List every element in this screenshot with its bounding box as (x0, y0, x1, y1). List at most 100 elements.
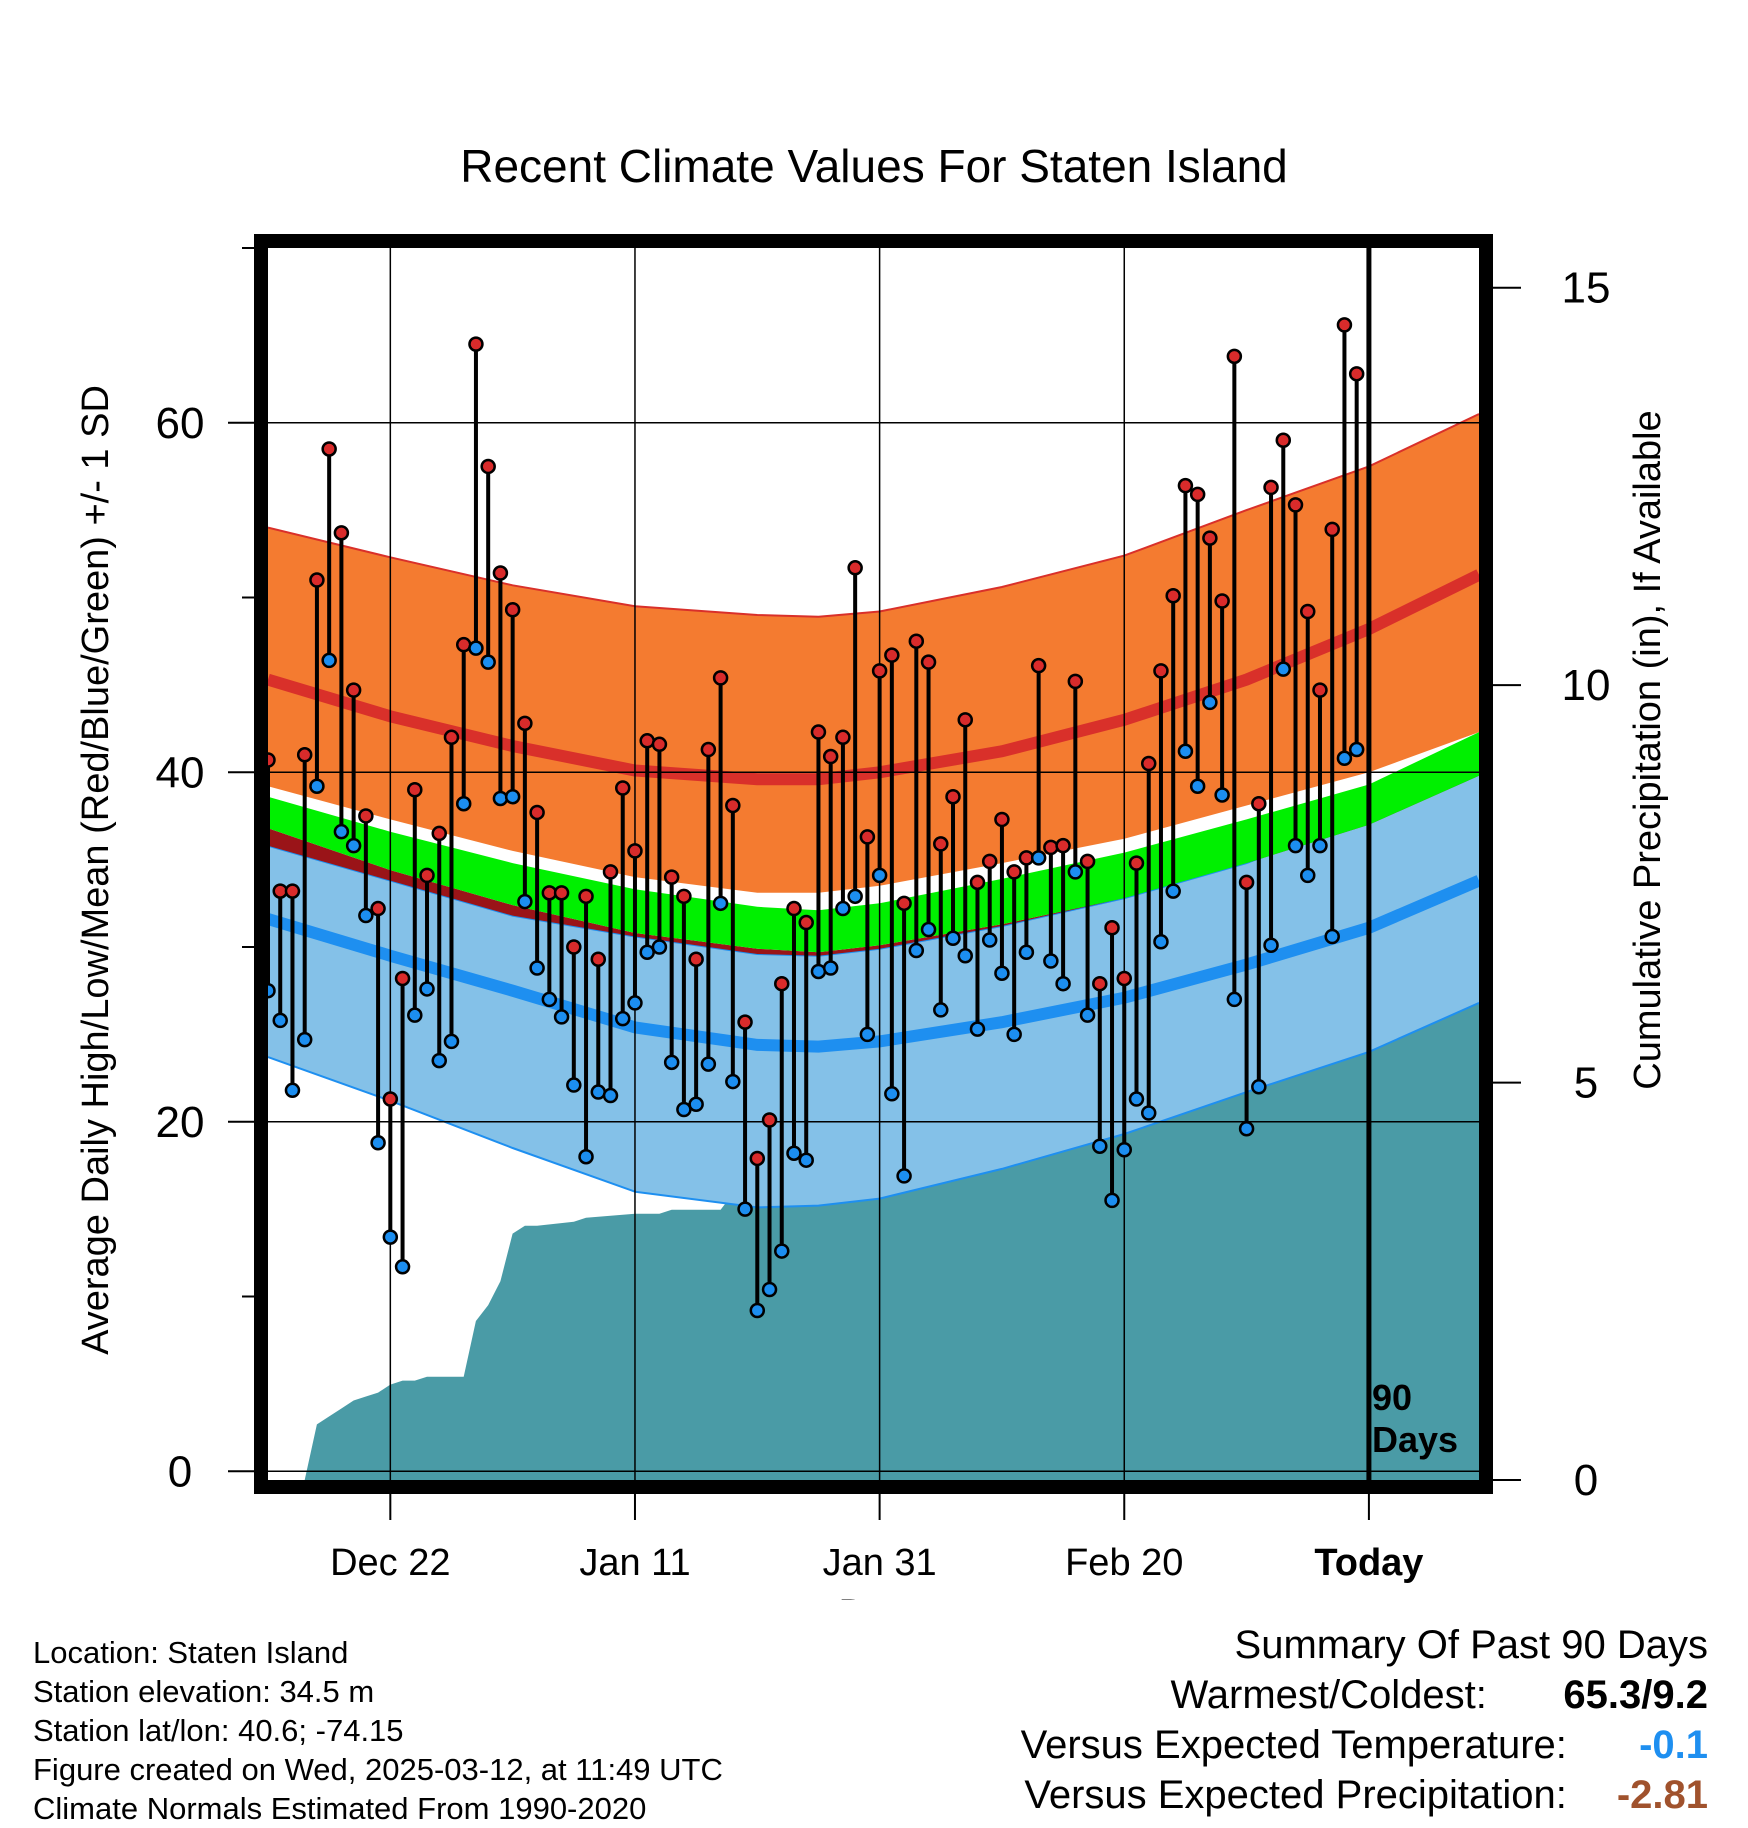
daily-high-point (419, 867, 435, 884)
daily-low-point (1165, 883, 1181, 899)
daily-low-point (1043, 953, 1059, 969)
summary-title: Summary Of Past 90 Days (1234, 1623, 1708, 1667)
daily-high-point (517, 715, 533, 732)
daily-high-point (1251, 795, 1267, 812)
daily-low-point (884, 1086, 900, 1102)
daily-high-point (1140, 755, 1157, 772)
daily-low-point (1079, 1007, 1096, 1023)
daily-high-point (639, 733, 655, 749)
normal-mean-band (268, 732, 1479, 953)
daily-low-point (382, 1229, 399, 1245)
daily-high-point (578, 888, 594, 905)
daily-high-point (822, 748, 839, 765)
x-tick-label: Dec 22 (330, 1542, 450, 1584)
summary-warmest-coldest: Warmest/Coldest: 65.3/9.2 (1021, 1670, 1709, 1720)
daily-low-point (908, 942, 925, 959)
summary-versus-temp: Versus Expected Temperature: -0.1 (1021, 1720, 1708, 1770)
daily-high-point (1189, 486, 1206, 503)
daily-high-point (798, 914, 814, 931)
daily-high-point (1226, 348, 1243, 365)
daily-low-point (614, 1010, 631, 1027)
daily-low-point (566, 1077, 582, 1093)
daily-low-point (1055, 975, 1071, 992)
daily-low-point (1348, 741, 1365, 758)
daily-high-point (908, 633, 925, 649)
daily-low-point (1324, 928, 1340, 945)
daily-low-point (627, 995, 643, 1011)
y-tick-label: 40 (156, 748, 205, 797)
daily-low-point (419, 981, 435, 997)
daily-low-point (1092, 1138, 1108, 1154)
daily-high-point (1177, 477, 1194, 494)
daily-low-point (468, 640, 484, 656)
info-latlon: Station lat/lon: 40.6; -74.15 (33, 1713, 404, 1748)
daily-high-point (1202, 530, 1218, 546)
daily-high-point (920, 654, 937, 670)
daily-low-point (1226, 991, 1243, 1008)
daily-high-point (981, 853, 998, 870)
daily-high-point (296, 747, 313, 763)
daily-high-point (1287, 497, 1304, 513)
daily-high-point (443, 729, 460, 746)
daily-low-point (1104, 1192, 1120, 1209)
daily-high-point (871, 663, 888, 679)
x-tick-label: Jan 31 (823, 1542, 937, 1584)
daily-low-point (1189, 778, 1206, 794)
daily-low-point (774, 1243, 790, 1259)
daily-low-point (871, 867, 888, 884)
summary-panel: Summary Of Past 90 Days Warmest/Coldest:… (1021, 1620, 1708, 1820)
daily-high-point (553, 885, 570, 901)
y-tick-label: 0 (168, 1447, 192, 1496)
station-info: Location: Staten Island Station elevatio… (33, 1633, 723, 1828)
normal-high-upper-edge (268, 413, 1479, 618)
daily-low-point (1202, 694, 1218, 711)
daily-high-point (1153, 663, 1169, 679)
daily-low-point (981, 932, 998, 948)
daily-low-point (969, 1021, 986, 1037)
daily-low-point (1018, 944, 1035, 960)
daily-high-point (1336, 317, 1353, 333)
daily-high-point (455, 636, 472, 653)
daily-low-point (1153, 934, 1169, 950)
x-tick-label: Today (1314, 1542, 1423, 1584)
x-axis-label: Day (838, 1592, 909, 1600)
daily-high-point (321, 441, 337, 457)
daily-low-point (1067, 864, 1084, 880)
daily-low-point (688, 1096, 704, 1113)
daily-high-point (1030, 657, 1047, 674)
daily-high-point (345, 682, 362, 698)
info-normals: Climate Normals Estimated From 1990-2020 (33, 1791, 647, 1826)
daily-high-point (1092, 975, 1108, 992)
daily-low-point (798, 1152, 814, 1168)
versus-precip-label: Versus Expected Precipitation: (1024, 1773, 1567, 1817)
daily-high-point (1128, 855, 1145, 871)
daily-low-point (407, 1007, 423, 1023)
daily-high-point (896, 895, 912, 912)
daily-low-point (394, 1259, 411, 1275)
daily-low-point (1214, 787, 1230, 803)
daily-low-point (1275, 661, 1292, 677)
daily-high-point (529, 804, 545, 821)
daily-high-point (884, 647, 900, 663)
daily-low-point (553, 1009, 570, 1025)
x-tick-label: Jan 11 (579, 1542, 690, 1584)
daily-low-point (504, 788, 521, 805)
versus-precip-value: -2.81 (1616, 1773, 1708, 1817)
daily-low-point (480, 654, 496, 670)
chart-title: Recent Climate Values For Staten Island (460, 140, 1288, 192)
versus-temp-value: -0.1 (1639, 1723, 1708, 1767)
daily-low-point (663, 1054, 680, 1071)
daily-low-point (272, 1012, 288, 1029)
y-tick-label: 60 (156, 399, 205, 448)
daily-high-point (309, 572, 325, 588)
daily-low-point (455, 795, 472, 812)
daily-low-point (296, 1031, 313, 1048)
daily-high-point (468, 336, 484, 352)
daily-low-point (1177, 743, 1194, 760)
daily-low-point (1140, 1105, 1157, 1121)
daily-high-point (480, 458, 496, 475)
daily-high-point (1348, 366, 1365, 382)
today-label-line1: 90 (1372, 1377, 1412, 1418)
daily-low-point (1336, 750, 1353, 767)
daily-low-point (1263, 937, 1279, 954)
